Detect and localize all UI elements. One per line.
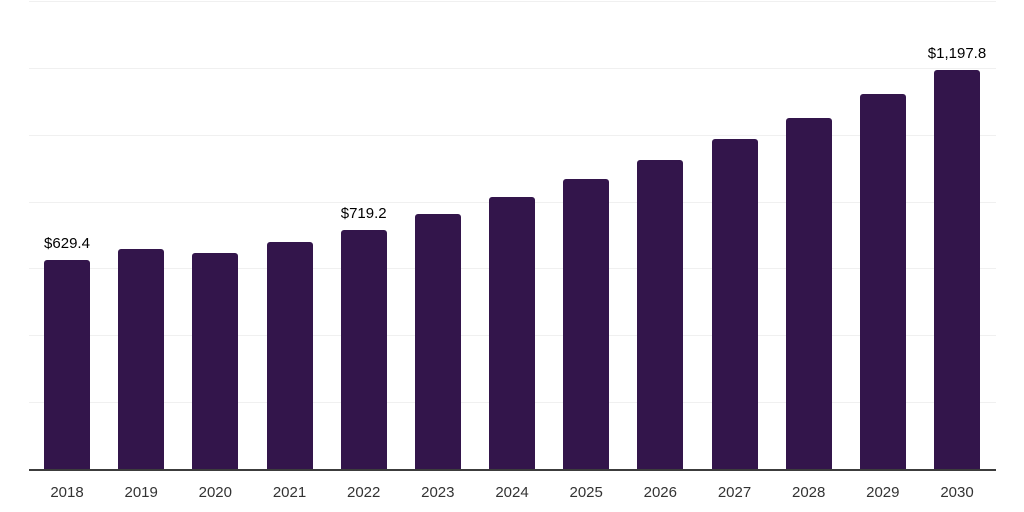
gridline <box>29 67 996 69</box>
bar-2028[interactable] <box>785 117 832 470</box>
x-tick-label-2028: 2028 <box>792 484 826 501</box>
bar-2025[interactable] <box>563 178 610 470</box>
x-tick-label-2018: 2018 <box>50 484 84 501</box>
x-tick-label-2020: 2020 <box>198 484 232 501</box>
bar-2030[interactable] <box>934 69 980 470</box>
bar-2021[interactable] <box>266 242 313 470</box>
x-tick-label-2030: 2030 <box>940 484 974 501</box>
bar-2020[interactable] <box>192 252 239 470</box>
bar-2027[interactable] <box>711 139 758 470</box>
bar-value-label-2018: $629.4 <box>44 234 90 252</box>
x-tick-label-2027: 2027 <box>717 484 752 501</box>
plot-area: $629.4 $719.2 $1,197.8 <box>29 1 996 471</box>
gridline <box>29 134 996 136</box>
bar-2023[interactable] <box>414 213 461 470</box>
x-tick-label-2019: 2019 <box>124 484 158 501</box>
x-tick-label-2021: 2021 <box>272 484 307 501</box>
x-tick-label-2022: 2022 <box>347 484 381 501</box>
bar-2026[interactable] <box>637 159 684 470</box>
x-tick-label-2024: 2024 <box>495 484 529 501</box>
bar-2024[interactable] <box>489 196 535 470</box>
bar-2019[interactable] <box>118 248 165 470</box>
x-tick-label-2026: 2026 <box>643 484 677 501</box>
bar-2022[interactable] <box>340 229 387 470</box>
gridline <box>29 1 996 2</box>
x-tick-label-2029: 2029 <box>866 484 900 501</box>
x-tick-label-2025: 2025 <box>569 484 603 501</box>
bar-value-label-2022: $719.2 <box>340 204 387 222</box>
x-axis-line <box>29 469 996 471</box>
bar-value-label-2030: $1,197.8 <box>927 44 987 62</box>
bar-2029[interactable] <box>859 94 906 470</box>
bar-2018[interactable] <box>44 259 90 470</box>
x-axis: 2018 2019 2020 2021 2022 2023 2024 2025 2026 2027… <box>29 484 996 506</box>
x-tick-label-2023: 2023 <box>421 484 455 501</box>
